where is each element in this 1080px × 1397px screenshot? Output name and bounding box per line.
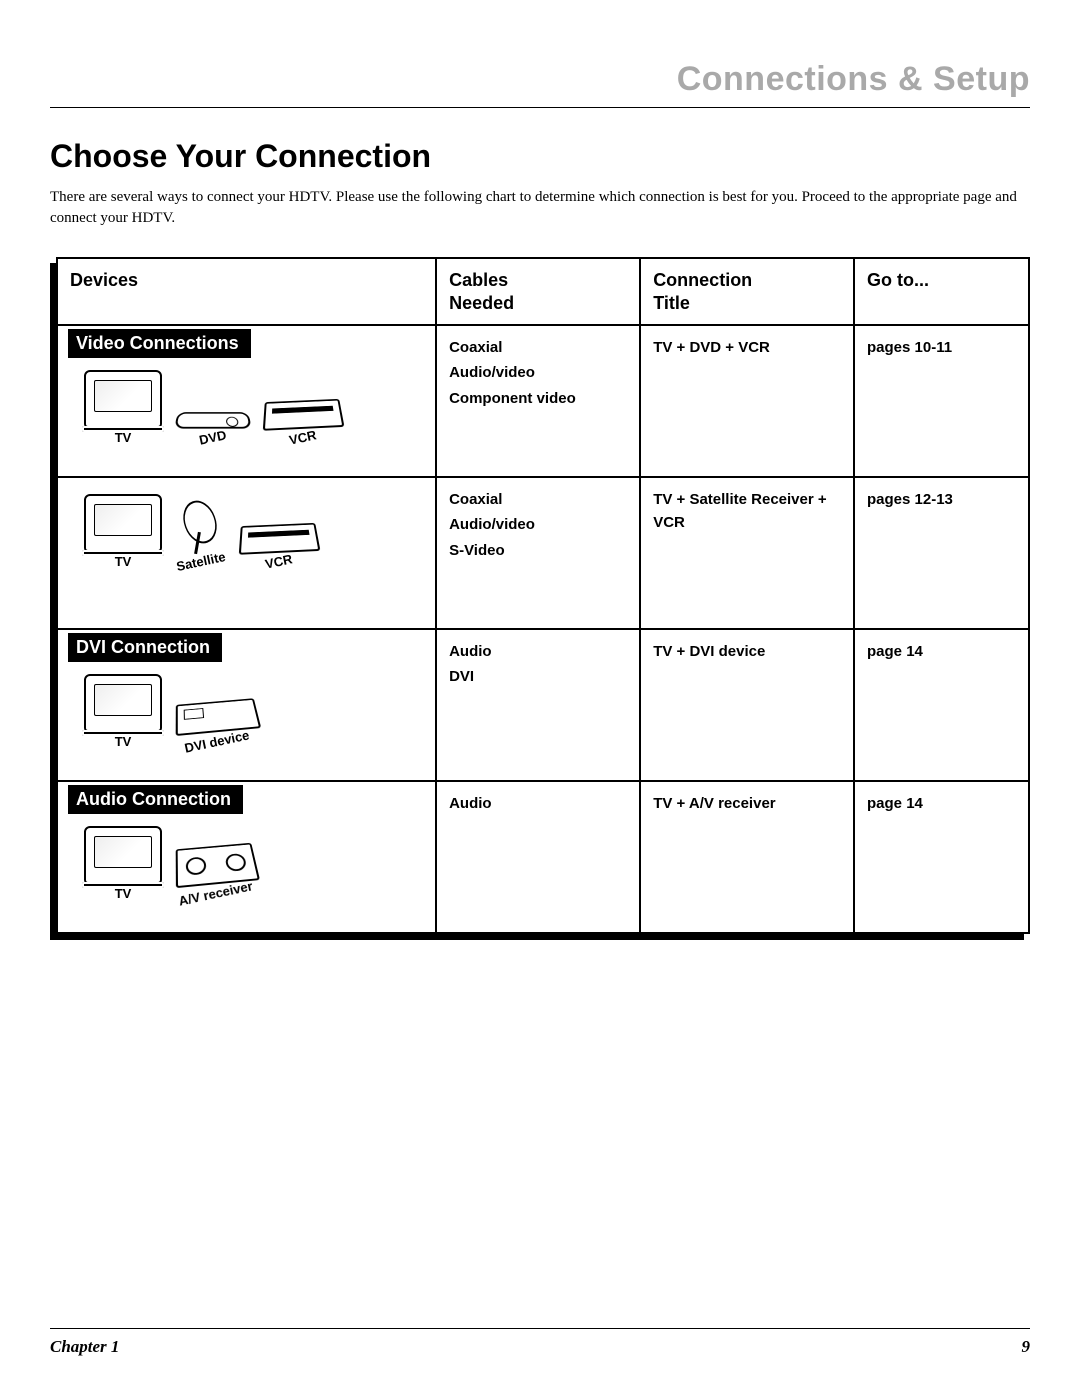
connection-title-cell: TV + Satellite Receiver + VCR <box>640 477 854 629</box>
goto-cell: pages 12-13 <box>854 477 1029 629</box>
footer-page-number: 9 <box>1022 1337 1031 1357</box>
table-row: DVI ConnectionTVDVI deviceAudioDVITV + D… <box>57 629 1029 781</box>
tv-icon <box>84 674 162 732</box>
header-rule <box>50 107 1030 108</box>
connection-title-cell: TV + A/V receiver <box>640 781 854 933</box>
device-label: VCR <box>264 551 294 571</box>
cable-item: Audio <box>449 640 627 663</box>
footer-chapter: Chapter 1 <box>50 1337 119 1357</box>
devices-cell: Video Connections TV DVD VCR <box>57 325 436 477</box>
table-row: Video Connections TV DVD VCR CoaxialAudio/vi… <box>57 325 1029 477</box>
device-sat: Satellite <box>176 498 226 569</box>
goto-cell: pages 10-11 <box>854 325 1029 477</box>
cable-item: Component video <box>449 387 627 410</box>
cable-item: Coaxial <box>449 488 627 511</box>
device-vcr: VCR <box>264 398 342 445</box>
tv-icon <box>84 370 162 428</box>
page-footer: Chapter 1 9 <box>50 1328 1030 1357</box>
col-header-goto: Go to... <box>854 258 1029 325</box>
connection-table: Devices CablesNeeded ConnectionTitle Go … <box>56 257 1030 934</box>
tv-icon <box>84 826 162 884</box>
device-tv: TV <box>84 674 162 749</box>
cable-item: Audio/video <box>449 361 627 384</box>
device-label: TV <box>84 430 162 445</box>
devices-cell: Audio Connection TV A/V receiver <box>57 781 436 933</box>
footer-rule <box>50 1328 1030 1329</box>
col-header-cables: CablesNeeded <box>436 258 640 325</box>
connection-title-cell: TV + DVD + VCR <box>640 325 854 477</box>
cables-cell: CoaxialAudio/video S-Video <box>436 477 640 629</box>
cable-item: Audio/video <box>449 513 627 536</box>
cable-item: Audio <box>449 792 627 815</box>
cables-cell: Audio <box>436 781 640 933</box>
device-avr: A/V receiver <box>176 842 256 901</box>
page-title: Choose Your Connection <box>50 138 1030 175</box>
devices-cell: DVI Connection TV DVI device <box>57 629 436 781</box>
table-row: TV Satellite VCR CoaxialAudio/video S-Video T… <box>57 477 1029 629</box>
device-label: TV <box>84 886 162 901</box>
device-tv: TV <box>84 826 162 901</box>
connection-table-wrapper: Devices CablesNeeded ConnectionTitle Go … <box>56 257 1030 934</box>
vcr-icon <box>263 399 345 431</box>
section-label: Video Connections <box>68 329 251 358</box>
intro-paragraph: There are several ways to connect your H… <box>50 187 1030 229</box>
dvd-icon <box>174 412 252 428</box>
goto-cell: page 14 <box>854 781 1029 933</box>
cable-item: S-Video <box>449 539 627 562</box>
goto-cell: page 14 <box>854 629 1029 781</box>
page-header: Connections & Setup <box>50 60 1030 99</box>
col-header-title: ConnectionTitle <box>640 258 854 325</box>
device-tv: TV <box>84 494 162 569</box>
section-label: DVI Connection <box>68 633 222 662</box>
sat-icon <box>176 498 222 554</box>
device-label: DVD <box>198 427 228 447</box>
connection-title-cell: TV + DVI device <box>640 629 854 781</box>
section-label: Audio Connection <box>68 785 243 814</box>
cable-item: Coaxial <box>449 336 627 359</box>
table-row: Audio Connection TV A/V receiver Audio TV + … <box>57 781 1029 933</box>
table-header-row: Devices CablesNeeded ConnectionTitle Go … <box>57 258 1029 325</box>
vcr-icon <box>239 523 321 555</box>
col-header-devices: Devices <box>57 258 436 325</box>
device-label: TV <box>84 734 162 749</box>
box-icon <box>176 698 262 736</box>
device-label: VCR <box>288 427 318 447</box>
device-tv: TV <box>84 370 162 445</box>
tv-icon <box>84 494 162 552</box>
cables-cell: AudioDVI <box>436 629 640 781</box>
devices-cell: TV Satellite VCR <box>57 477 436 629</box>
device-vcr: VCR <box>240 522 318 569</box>
cable-item: DVI <box>449 665 627 688</box>
cables-cell: CoaxialAudio/video Component video <box>436 325 640 477</box>
device-label: TV <box>84 554 162 569</box>
device-box: DVI device <box>176 698 258 749</box>
device-dvd: DVD <box>176 410 250 445</box>
